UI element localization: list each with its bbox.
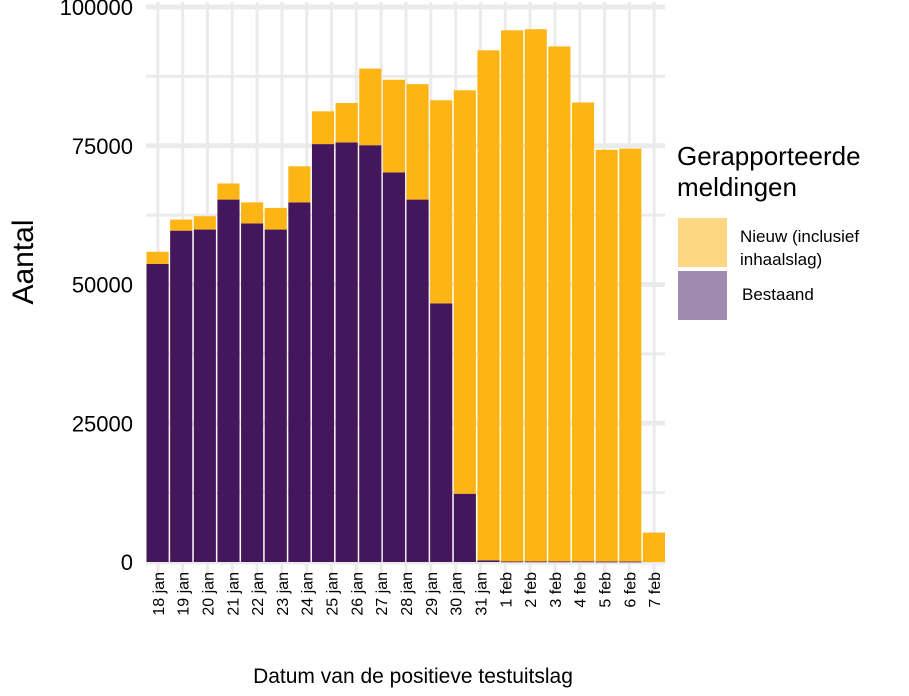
- bar-nieuw: [217, 183, 240, 200]
- bar-bestaand: [382, 172, 405, 562]
- x-tick-label: 5 feb: [598, 572, 615, 608]
- x-tick-label: 26 jan: [349, 572, 366, 616]
- bars: [146, 29, 665, 563]
- bar-nieuw: [571, 102, 595, 562]
- x-tick-label: 18 jan: [151, 572, 168, 616]
- bar-nieuw: [524, 29, 547, 562]
- legend-swatch-nieuw: [678, 218, 727, 267]
- legend-label-bestaand: Bestaand: [742, 285, 814, 304]
- x-tick-label: 31 jan: [473, 572, 490, 616]
- legend-label-nieuw-line-1: Nieuw (inclusief: [740, 227, 859, 246]
- bar-bestaand: [430, 303, 453, 562]
- x-tick-label: 29 jan: [424, 572, 441, 616]
- bar-nieuw: [193, 216, 216, 230]
- bar-bestaand: [193, 229, 216, 562]
- x-axis-ticks: 18 jan 19 jan 20 jan 21 jan 22 jan 23 jan 24 j…: [151, 572, 664, 616]
- legend: Gerapporteerde meldingen Nieuw (inclusie…: [677, 141, 861, 320]
- bar-nieuw: [359, 68, 382, 146]
- bar-nieuw: [642, 532, 665, 562]
- x-tick-label: 24 jan: [300, 572, 317, 616]
- legend-label-nieuw-line-2: inhaalslag): [740, 250, 822, 269]
- bar-bestaand: [264, 229, 287, 562]
- bar-bestaand: [217, 199, 240, 562]
- bar-bestaand: [548, 561, 571, 563]
- legend-title-line-2: meldingen: [677, 172, 797, 202]
- legend-title-line-1: Gerapporteerde: [677, 141, 861, 171]
- y-tick-label: 75000: [72, 134, 133, 159]
- y-tick-label: 0: [121, 550, 133, 575]
- bar-bestaand: [619, 561, 642, 563]
- bar-nieuw: [382, 79, 405, 173]
- x-tick-label: 6 feb: [622, 572, 639, 608]
- bar-nieuw: [619, 148, 642, 562]
- bar-bestaand: [477, 560, 500, 562]
- bar-nieuw: [453, 90, 476, 494]
- bar-nieuw: [430, 100, 453, 304]
- y-axis-label: Aantal: [7, 219, 40, 304]
- bar-bestaand: [170, 230, 193, 563]
- bar-nieuw: [264, 207, 287, 230]
- bar-nieuw: [335, 103, 358, 143]
- bar-nieuw: [406, 84, 429, 200]
- x-tick-label: 25 jan: [325, 572, 342, 616]
- y-tick-label: 50000: [72, 273, 133, 298]
- bar-bestaand: [311, 144, 335, 562]
- x-axis-label: Datum van de positieve testuitslag: [253, 665, 573, 688]
- bar-nieuw: [146, 251, 169, 264]
- bar-bestaand: [241, 223, 264, 562]
- y-tick-label: 25000: [72, 411, 133, 436]
- x-tick-label: 22 jan: [250, 572, 267, 616]
- bar-bestaand: [501, 561, 524, 563]
- bar-nieuw: [241, 202, 264, 224]
- x-tick-label: 3 feb: [548, 572, 565, 608]
- y-axis-ticks: 0 25000 50000 75000 100000: [60, 0, 133, 575]
- x-tick-label: 30 jan: [449, 572, 466, 616]
- bar-bestaand: [595, 561, 618, 563]
- x-tick-label: 21 jan: [225, 572, 242, 616]
- bar-bestaand: [571, 561, 595, 563]
- bar-nieuw: [311, 111, 335, 145]
- bar-bestaand: [524, 561, 547, 563]
- bar-bestaand: [335, 142, 358, 563]
- x-tick-label: 4 feb: [573, 572, 590, 608]
- bar-nieuw: [288, 166, 311, 203]
- x-tick-label: 28 jan: [399, 572, 416, 616]
- bar-nieuw: [477, 50, 500, 561]
- bar-nieuw: [548, 46, 571, 562]
- x-tick-label: 2 feb: [523, 572, 540, 608]
- x-tick-label: 20 jan: [200, 572, 217, 616]
- x-tick-label: 7 feb: [647, 572, 664, 608]
- bar-nieuw: [595, 149, 618, 562]
- x-tick-label: 1 feb: [498, 572, 515, 608]
- x-tick-label: 23 jan: [275, 572, 292, 616]
- bar-bestaand: [288, 202, 311, 563]
- bar-bestaand: [146, 263, 169, 562]
- bar-bestaand: [406, 199, 429, 562]
- x-tick-label: 19 jan: [176, 572, 193, 616]
- y-tick-label: 100000: [60, 0, 133, 20]
- bar-bestaand: [359, 145, 382, 562]
- x-tick-label: 27 jan: [374, 572, 391, 616]
- bar-nieuw: [501, 30, 524, 562]
- legend-swatch-bestaand: [678, 271, 727, 320]
- bar-nieuw: [170, 219, 193, 231]
- bar-bestaand: [453, 493, 476, 562]
